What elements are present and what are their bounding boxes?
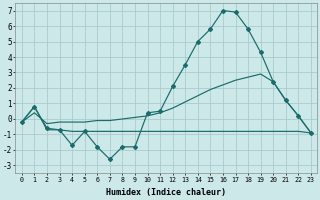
X-axis label: Humidex (Indice chaleur): Humidex (Indice chaleur) [106,188,226,197]
